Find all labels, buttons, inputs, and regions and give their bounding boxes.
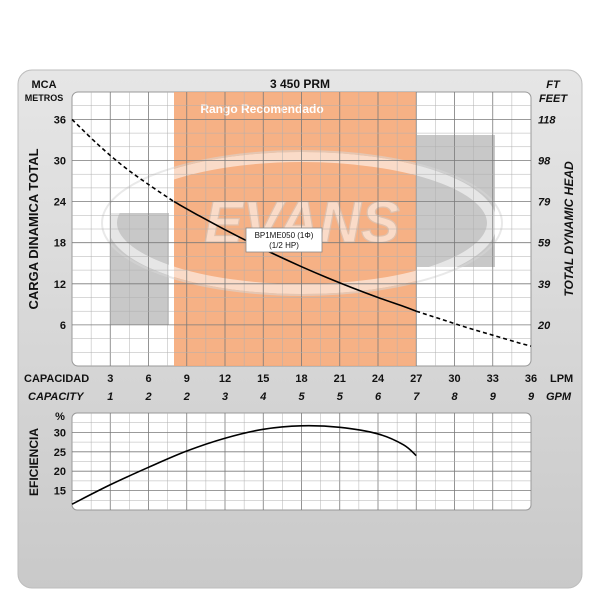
right-unit-top: FT	[546, 79, 561, 91]
gpm-tick-label: 7	[413, 391, 420, 403]
lpm-tick-label: 3	[107, 373, 113, 385]
gpm-tick-label: 1	[107, 391, 113, 403]
model-label: BP1ME050 (1Φ)	[255, 231, 314, 240]
lpm-tick-labels: 3 6 9 12 15 18 21 24 27 30 33 36	[107, 373, 537, 385]
left-unit-bottom: METROS	[25, 93, 64, 103]
lpm-tick-label: 12	[219, 373, 231, 385]
left-unit-top: MCA	[31, 79, 56, 91]
lpm-tick-label: 15	[257, 373, 269, 385]
x-unit-lpm: LPM	[550, 373, 573, 385]
gpm-tick-label: 9	[490, 391, 497, 403]
left-axis-title: CARGA DINAMICA TOTAL	[26, 148, 41, 309]
lpm-tick-label: 36	[525, 373, 537, 385]
left-tick-label: 18	[54, 238, 66, 250]
right-axis-title: TOTAL DYNAMIC HEAD	[562, 161, 576, 297]
left-tick-label: 24	[54, 197, 67, 209]
efficiency-tick-labels: 30 25 20 15	[54, 427, 66, 497]
right-tick-label: 79	[538, 197, 551, 209]
lpm-tick-label: 24	[372, 373, 385, 385]
gpm-tick-label: 4	[259, 391, 266, 403]
left-tick-label: 30	[54, 156, 66, 168]
right-tick-label: 59	[538, 238, 551, 250]
efficiency-tick-label: 20	[54, 466, 66, 478]
lpm-tick-label: 33	[487, 373, 499, 385]
gpm-tick-labels: 1 2 2 3 4 5 5 6 7 8 9 9	[107, 391, 535, 403]
lpm-tick-label: 27	[410, 373, 422, 385]
head-curve-dashed-high	[416, 310, 532, 347]
gpm-tick-label: 2	[183, 391, 190, 403]
gpm-tick-label: 8	[451, 391, 458, 403]
head-curve-dashed-low	[71, 118, 175, 203]
model-label-box: BP1ME050 (1Φ) (1/2 HP)	[245, 227, 323, 253]
right-tick-label: 20	[537, 320, 551, 332]
right-unit-bottom: FEET	[539, 93, 568, 105]
right-tick-labels: 118 98 79 59 39 20	[537, 114, 556, 332]
head-plot-grid	[72, 92, 531, 366]
evans-watermark: EVANS	[101, 150, 503, 296]
x-axis-title-gpm: CAPACITY	[28, 391, 85, 403]
right-tick-label: 98	[538, 156, 551, 168]
head-curve-solid	[173, 200, 417, 312]
left-tick-label: 6	[60, 320, 66, 332]
lpm-tick-label: 6	[145, 373, 151, 385]
x-unit-gpm: GPM	[546, 391, 572, 403]
efficiency-tick-label: 30	[54, 427, 66, 439]
right-tick-label: 39	[538, 279, 551, 291]
right-tick-label: 118	[538, 114, 556, 126]
gpm-tick-label: 6	[375, 391, 382, 403]
power-label: (1/2 HP)	[269, 241, 299, 250]
x-axis-title-lpm: CAPACIDAD	[24, 373, 89, 385]
lpm-tick-label: 9	[184, 373, 190, 385]
watermark-text: EVANS	[204, 190, 400, 255]
gpm-tick-label: 2	[144, 391, 151, 403]
efficiency-axis-title: EFICIENCIA	[27, 428, 41, 496]
gpm-tick-label: 5	[298, 391, 305, 403]
lpm-tick-label: 21	[334, 373, 346, 385]
gpm-tick-label: 5	[337, 391, 344, 403]
left-tick-labels: 36 30 24 18 12 6	[54, 114, 67, 332]
efficiency-curve	[71, 424, 417, 505]
left-tick-label: 36	[54, 114, 66, 126]
gpm-tick-label: 9	[528, 391, 535, 403]
rpm-label: 3 450 PRM	[270, 77, 330, 91]
lpm-tick-label: 30	[448, 373, 460, 385]
efficiency-tick-label: 25	[54, 447, 66, 459]
gpm-tick-label: 3	[222, 391, 228, 403]
lpm-tick-label: 18	[295, 373, 307, 385]
left-tick-label: 12	[54, 279, 66, 291]
recommended-range-label: Rango Recomendado	[200, 102, 323, 116]
efficiency-tick-label: 15	[54, 486, 66, 498]
efficiency-unit: %	[55, 411, 65, 423]
